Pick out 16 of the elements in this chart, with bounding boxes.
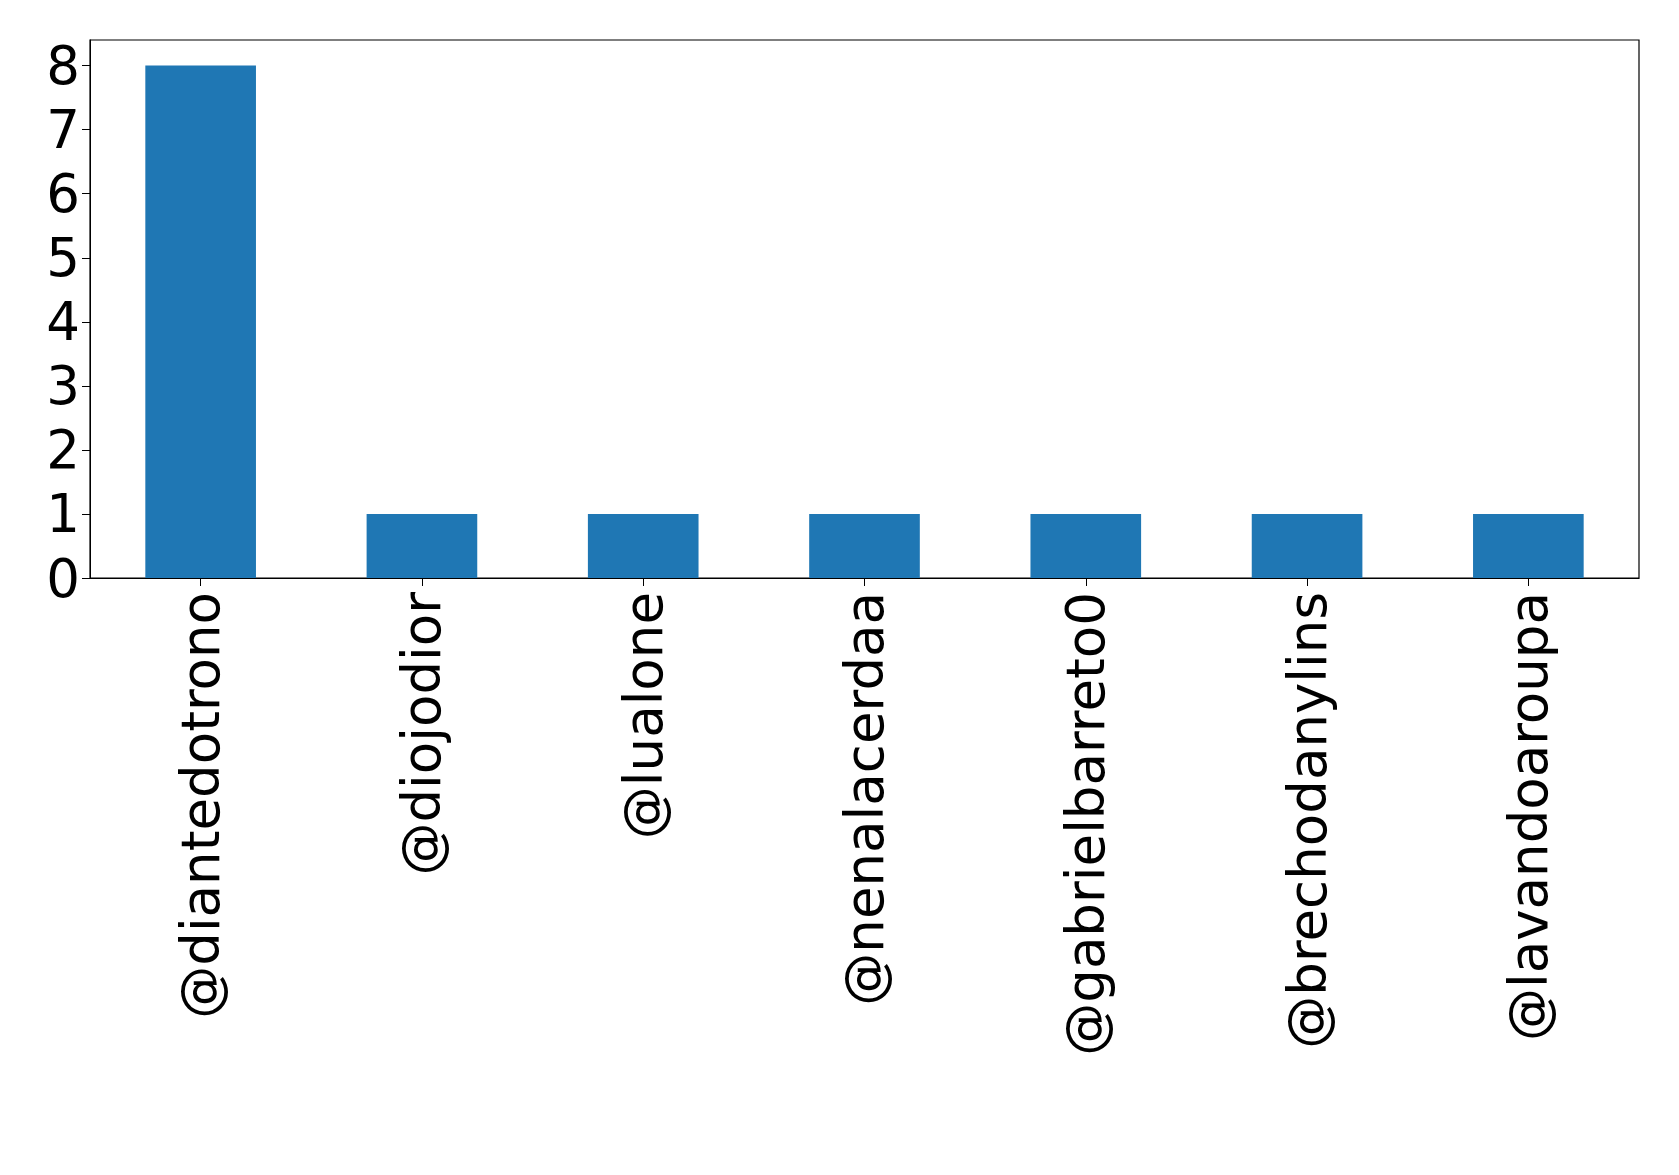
y-tick-label: 3 (46, 355, 80, 417)
y-tick-label: 1 (46, 483, 80, 545)
y-tick-label: 7 (46, 99, 80, 161)
y-tick-label: 5 (46, 227, 80, 289)
x-tick-label: @diojodior (391, 591, 453, 876)
y-tick-label: 6 (46, 163, 80, 225)
y-tick-label: 0 (46, 547, 80, 609)
y-tick-label: 8 (46, 35, 80, 97)
x-tick-label: @diantedotrono (170, 592, 232, 1019)
x-tick-label: @nenalacerdaa (834, 592, 895, 1006)
x-tick-label: @lualone (612, 592, 674, 840)
x-tick-label: @brechodanylins (1276, 592, 1338, 1049)
y-tick-label: 2 (46, 419, 80, 481)
x-tick-label: @gabrielbarreto0 (1055, 592, 1117, 1056)
y-tick-label: 4 (46, 291, 80, 353)
x-tick-label: @lavandoaroupa (1497, 592, 1559, 1041)
